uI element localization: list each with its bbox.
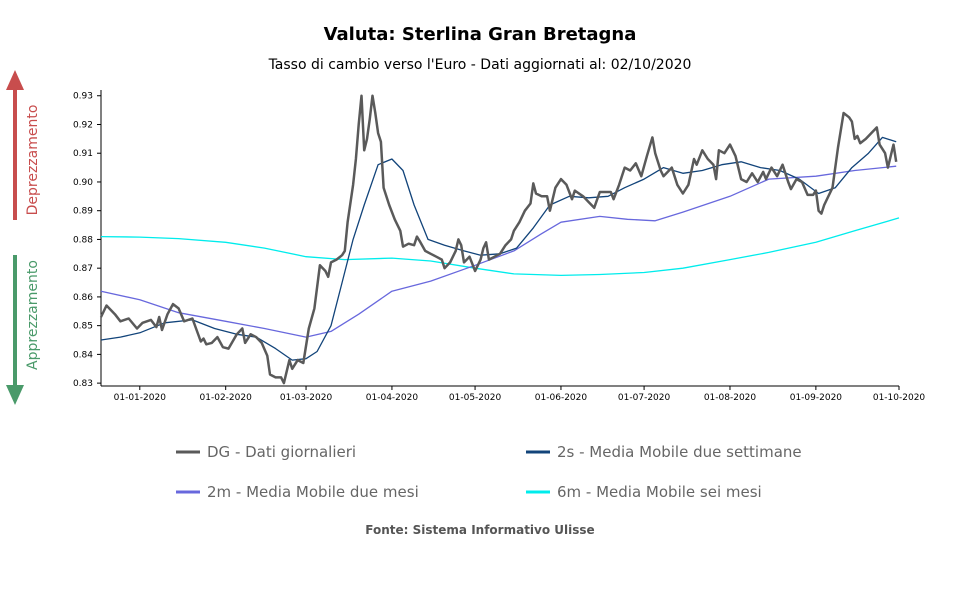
legend: DG - Dati giornalieri 2s - Media Mobile … <box>176 443 802 501</box>
legend-label-dg: DG - Dati giornalieri <box>207 443 356 461</box>
legend-label-2m: 2m - Media Mobile due mesi <box>207 483 419 501</box>
x-tick-label: 01-07-2020 <box>618 393 671 403</box>
y-tick-label: 0.90 <box>73 178 93 188</box>
series-line-2m <box>100 165 897 338</box>
y-tick-label: 0.92 <box>73 120 93 130</box>
depreciation-label: Deprezzamento <box>25 105 41 216</box>
x-tick-label: 01-10-2020 <box>873 393 926 403</box>
appreciation-indicator: Apprezzamento <box>6 255 41 405</box>
legend-item-2s: 2s - Media Mobile due settimane <box>526 443 802 461</box>
series-line-dg <box>99 94 898 385</box>
x-tick-label: 01-04-2020 <box>366 393 419 403</box>
chart-axes: 0.83 0.84 0.85 0.86 0.87 0.88 0.89 0.90 0.91 0.92… <box>73 90 925 403</box>
chart-series <box>99 94 900 385</box>
legend-item-dg: DG - Dati giornalieri <box>176 443 356 461</box>
legend-item-6m: 6m - Media Mobile sei mesi <box>526 483 762 501</box>
appreciation-label: Apprezzamento <box>25 260 41 370</box>
legend-label-6m: 6m - Media Mobile sei mesi <box>557 483 762 501</box>
series-line-6m <box>100 217 900 277</box>
chart-title: Valuta: Sterlina Gran Bretagna <box>324 24 637 45</box>
x-tick-label: 01-09-2020 <box>790 393 843 403</box>
arrow-up-shaft <box>13 88 17 220</box>
y-tick-label: 0.86 <box>73 293 93 303</box>
y-tick-label: 0.93 <box>73 92 93 102</box>
y-tick-label: 0.88 <box>73 235 93 245</box>
arrow-down-shaft <box>13 255 17 387</box>
x-tick-label: 01-02-2020 <box>200 393 253 403</box>
x-tick-label: 01-01-2020 <box>114 393 167 403</box>
y-tick-label: 0.87 <box>73 264 93 274</box>
arrow-down-icon <box>6 385 24 405</box>
x-tick-label: 01-06-2020 <box>535 393 588 403</box>
y-tick-label: 0.83 <box>73 379 93 389</box>
arrow-up-icon <box>6 70 24 90</box>
x-tick-label: 01-08-2020 <box>704 393 757 403</box>
legend-label-2s: 2s - Media Mobile due settimane <box>557 443 802 461</box>
y-tick-label: 0.84 <box>73 350 93 360</box>
x-tick-label: 01-03-2020 <box>280 393 333 403</box>
depreciation-indicator: Deprezzamento <box>6 70 41 220</box>
y-tick-label: 0.91 <box>73 149 93 159</box>
chart-subtitle: Tasso di cambio verso l'Euro - Dati aggi… <box>268 57 692 73</box>
y-tick-label: 0.89 <box>73 207 93 217</box>
series-line-2s <box>100 136 897 361</box>
y-tick-label: 0.85 <box>73 322 93 332</box>
x-tick-label: 01-05-2020 <box>449 393 502 403</box>
source-note: Fonte: Sistema Informativo Ulisse <box>365 523 594 537</box>
legend-item-2m: 2m - Media Mobile due mesi <box>176 483 419 501</box>
